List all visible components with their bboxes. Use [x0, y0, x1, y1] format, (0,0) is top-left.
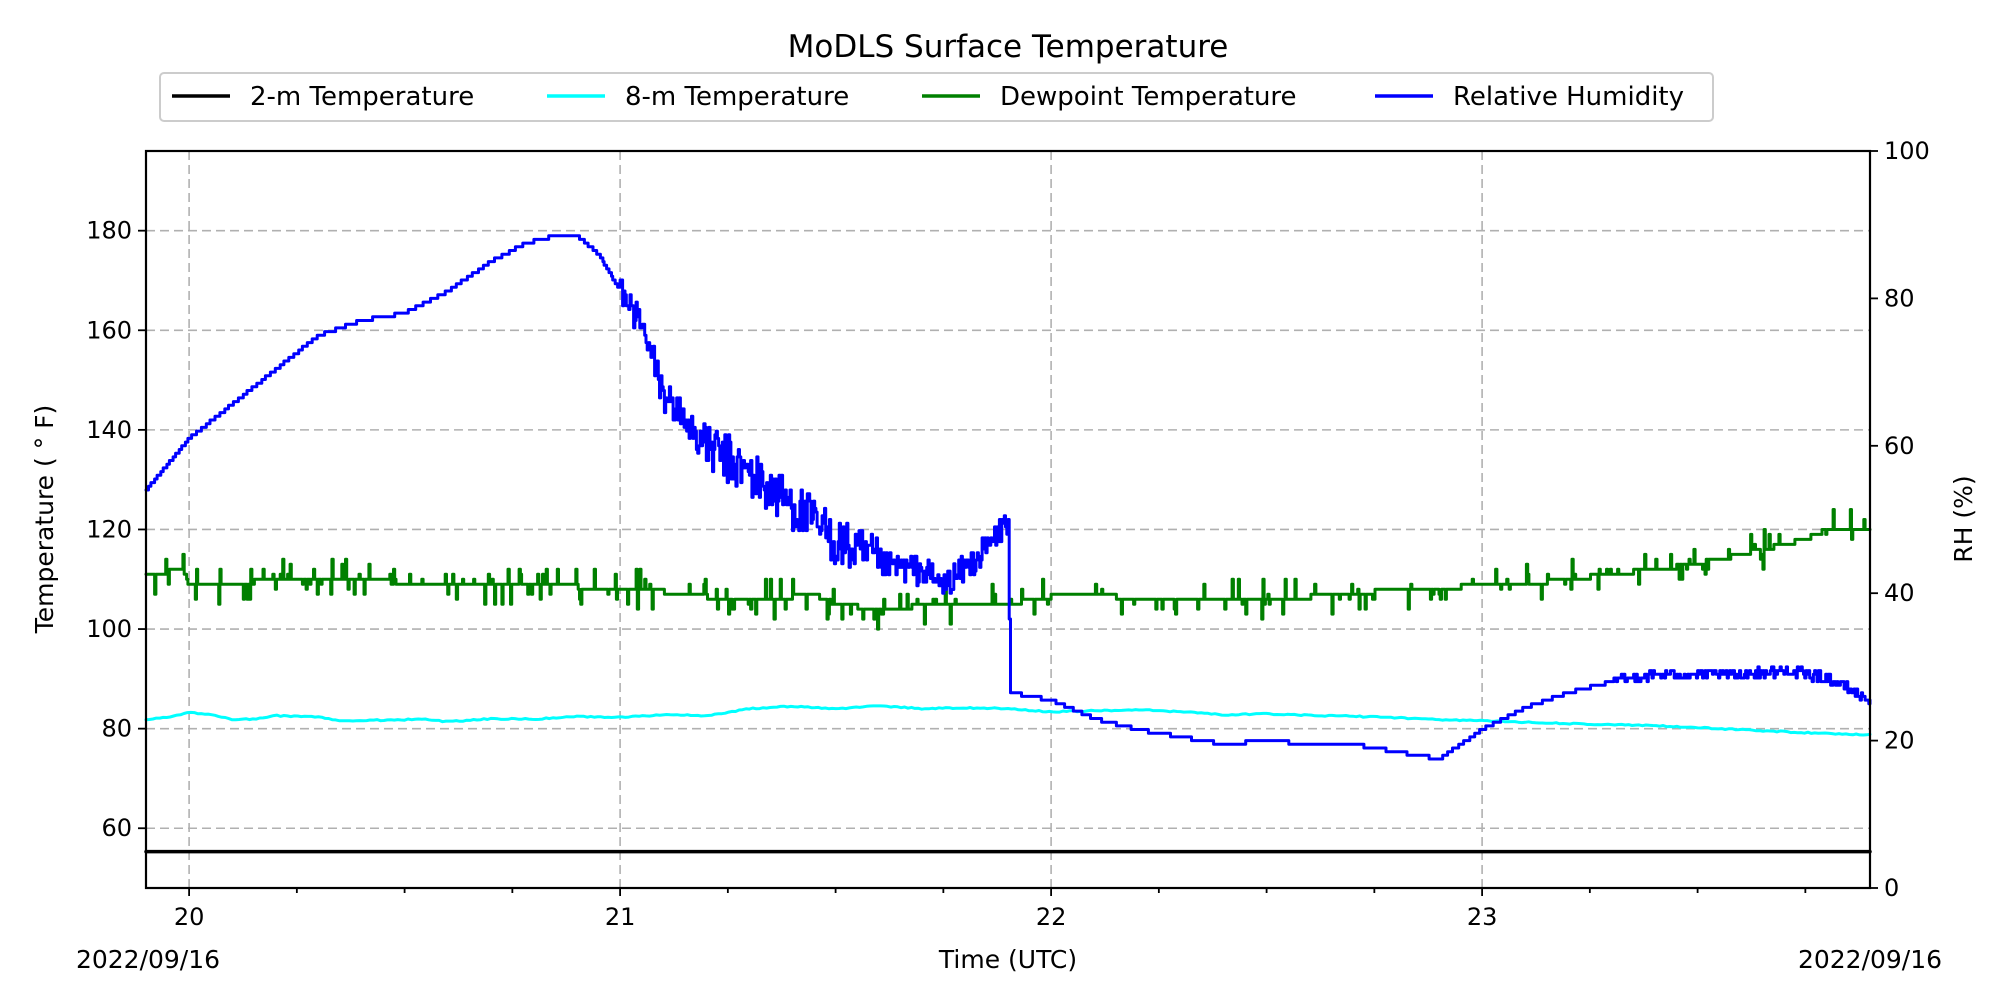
- plot-frame: [144, 149, 1872, 890]
- y-tick-label-left: 140: [86, 416, 132, 444]
- y-tick-label-left: 100: [86, 615, 132, 643]
- y-tick-label-left: 180: [86, 217, 132, 245]
- legend-label-relative-humidity: Relative Humidity: [1453, 82, 1684, 112]
- series-line-relative-humidity: [144, 234, 1872, 761]
- y-axis-label-left: Temperature ( ° F): [30, 405, 59, 635]
- date-end-label: 2022/09/16: [1798, 945, 1942, 974]
- y-tick-label-right: 100: [1884, 137, 1930, 165]
- legend-entry-dewpoint-temperature: Dewpoint Temperature: [922, 82, 1297, 112]
- x-tick-label: 23: [1467, 903, 1498, 931]
- y-tick-label-left: 160: [86, 316, 132, 344]
- y-tick-label-right: 0: [1884, 874, 1899, 902]
- y-tick-label-right: 80: [1884, 284, 1915, 312]
- x-tick-label: 21: [605, 903, 636, 931]
- series-line-8-m-temperature: [144, 704, 1872, 737]
- x-tick-label: 20: [174, 903, 205, 931]
- y-tick-label-right: 20: [1884, 727, 1915, 755]
- y-tick-label-left: 60: [101, 814, 132, 842]
- date-start-label: 2022/09/16: [76, 945, 220, 974]
- y-tick-label-right: 60: [1884, 432, 1915, 460]
- series-line-dewpoint-temperature: [144, 508, 1872, 631]
- y-axis-label-right: RH (%): [1949, 475, 1978, 562]
- legend-label-8m-temperature: 8-m Temperature: [625, 82, 849, 112]
- y-tick-label-left: 80: [101, 715, 132, 743]
- y-tick-label-left: 120: [86, 515, 132, 543]
- legend-label-2m-temperature: 2-m Temperature: [250, 82, 474, 112]
- x-axis-label: Time (UTC): [938, 945, 1077, 974]
- legend-entry-2m-temperature: 2-m Temperature: [172, 82, 474, 112]
- legend-entry-8m-temperature: 8-m Temperature: [547, 82, 849, 112]
- chart-title: MoDLS Surface Temperature: [788, 29, 1229, 65]
- axes: 20 21 22 23 60 80 100 120 140 160 180 0 20 40 60 80 100: [86, 137, 1930, 931]
- legend-label-dewpoint-temperature: Dewpoint Temperature: [1000, 82, 1297, 112]
- legend: 2-m Temperature 8-m Temperature Dewpoint…: [159, 72, 1714, 122]
- grid: [146, 151, 1870, 888]
- x-tick-label: 22: [1036, 903, 1067, 931]
- legend-entry-relative-humidity: Relative Humidity: [1375, 82, 1684, 112]
- y-tick-label-right: 40: [1884, 579, 1915, 607]
- series: [144, 234, 1872, 854]
